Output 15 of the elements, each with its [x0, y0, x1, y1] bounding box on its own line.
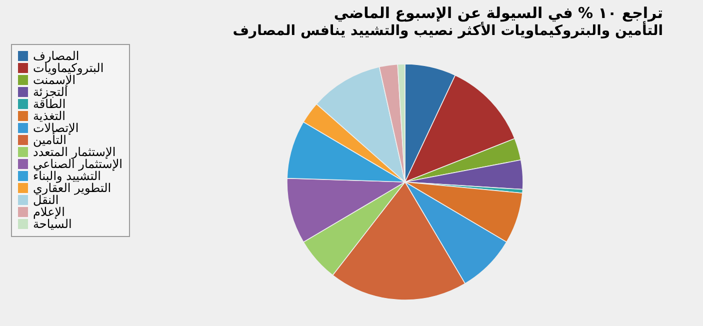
- legend-label: التطوير العقاري: [33, 181, 112, 195]
- legend-label: المصارف: [33, 49, 80, 63]
- chart-subtitle: التأمين والبتروكيماويات الأكثر نصيب والتشييد ينافس المصارف: [232, 21, 663, 39]
- legend-label: الإستثمار الصناعي: [33, 157, 123, 171]
- legend-label: التشييد والبناء: [33, 169, 101, 183]
- legend-label: الإعلام: [33, 205, 65, 219]
- legend-label: البتروكيماويات: [33, 61, 104, 75]
- legend-label: الإستثمار المتعدد: [33, 145, 116, 159]
- legend-label: الإسمنت: [33, 73, 76, 87]
- legend-label: النقل: [33, 193, 59, 207]
- legend-label: السياحة: [33, 217, 72, 231]
- chart-title: تراجع ١٠ % في السيولة عن الإسبوع الماضي: [334, 4, 663, 22]
- legend-label: التجزئة: [33, 85, 68, 99]
- legend-label: التغذية: [33, 109, 66, 123]
- legend-label: الطاقة: [33, 97, 66, 111]
